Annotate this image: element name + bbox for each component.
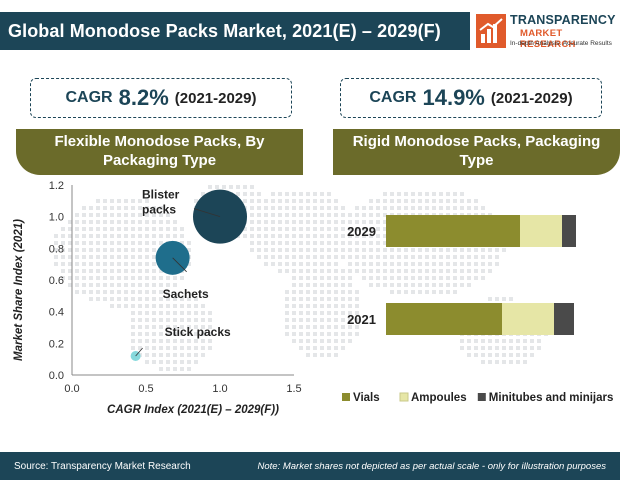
bubble-label-line: packs: [142, 203, 176, 217]
bubble-label-line: Blister: [142, 188, 180, 202]
bubble-label-line: Stick packs: [165, 325, 231, 339]
bar-vials-2021: [386, 303, 502, 335]
company-logo: TRANSPARENCY MARKET RESEARCH In-depth An…: [472, 10, 618, 52]
x-axis-title: CAGR Index (2021(E) – 2029(F)): [107, 404, 279, 416]
y-tick-label: 0.4: [49, 307, 64, 319]
cagr-label: CAGR: [369, 89, 417, 106]
bubble-leader-line: [193, 208, 221, 218]
bar-minitubes-and-minijars-2021: [554, 303, 574, 335]
bubble-leader-line: [172, 257, 187, 273]
bubble-label-line: Sachets: [163, 287, 209, 301]
legend-swatch: [399, 392, 409, 402]
cagr-period: (2021-2029): [490, 89, 573, 107]
y-axis-title: Market Share Index (2021): [13, 219, 25, 361]
bubble-label: Sachets: [163, 287, 209, 301]
page-title: Global Monodose Packs Market, 2021(E) – …: [0, 12, 470, 50]
x-tick-label: 0.0: [64, 383, 79, 395]
bar-category-label: 2021: [347, 312, 376, 327]
logo-chart-icon: [476, 14, 506, 48]
logo-tagline: In-depth Analysis. Accurate Results: [510, 40, 612, 47]
legend-label: Minitubes and minijars: [489, 392, 614, 404]
cagr-value: 14.9%: [422, 85, 485, 110]
bar-category-label: 2029: [347, 224, 376, 239]
rigid-heading-text: Rigid Monodose Packs, Packaging Type: [352, 133, 601, 169]
legend-swatch: [342, 393, 350, 401]
y-tick-label: 1.0: [49, 212, 64, 224]
flexible-section-heading: Flexible Monodose Packs, By Packaging Ty…: [16, 129, 303, 175]
x-tick-label: 1.0: [212, 383, 227, 395]
x-tick-label: 0.5: [138, 383, 153, 395]
bubble-label: Stick packs: [165, 325, 231, 339]
flexible-scatter-chart: 0.0 0.2 0.4 0.6 0.8 1.0 1.2 0.0 0.5 1.0 1.5 CAGR In…: [13, 180, 302, 416]
legend-label: Vials: [353, 392, 380, 404]
page-title-text: Global Monodose Packs Market, 2021(E) – …: [8, 20, 441, 41]
flexible-heading-text: Flexible Monodose Packs, By Packaging Ty…: [54, 133, 265, 169]
footer-source: Source: Transparency Market Research: [14, 460, 191, 472]
logo-name: TRANSPARENCY: [510, 13, 616, 27]
y-tick-label: 0.2: [49, 338, 64, 350]
cagr-box-rigid: CAGR 14.9% (2021-2029): [340, 78, 602, 118]
legend-swatch: [477, 393, 486, 401]
bar-vials-2029: [386, 215, 520, 247]
cagr-box-flexible: CAGR 8.2% (2021-2029): [30, 78, 292, 118]
rigid-stacked-bar-chart: 2029 2021 Vials Ampoules Minitubes and minij…: [342, 215, 614, 404]
y-tick-label: 0.8: [49, 243, 64, 255]
cagr-label: CAGR: [65, 89, 113, 106]
footer-note: Note: Market shares not depicted as per …: [257, 460, 606, 472]
legend-label: Ampoules: [411, 392, 467, 404]
footer: Source: Transparency Market Research Not…: [0, 452, 620, 480]
bubble-blister-packs: [193, 189, 247, 244]
bubble-leader-line: [135, 347, 143, 357]
cagr-value: 8.2%: [118, 85, 169, 110]
bubble-label: Blister packs: [142, 188, 180, 217]
rigid-section-heading: Rigid Monodose Packs, Packaging Type: [333, 129, 620, 175]
bar-ampoules-2029: [520, 215, 562, 247]
y-tick-label: 0.6: [49, 275, 64, 287]
logo-subtitle: MARKET RESEARCH: [520, 28, 576, 50]
y-tick-label: 1.2: [49, 180, 64, 192]
y-tick-label: 0.0: [49, 370, 64, 382]
bar-ampoules-2021: [502, 303, 554, 335]
x-tick-label: 1.5: [286, 383, 301, 395]
cagr-period: (2021-2029): [174, 89, 257, 107]
bar-minitubes-and-minijars-2029: [562, 215, 576, 247]
